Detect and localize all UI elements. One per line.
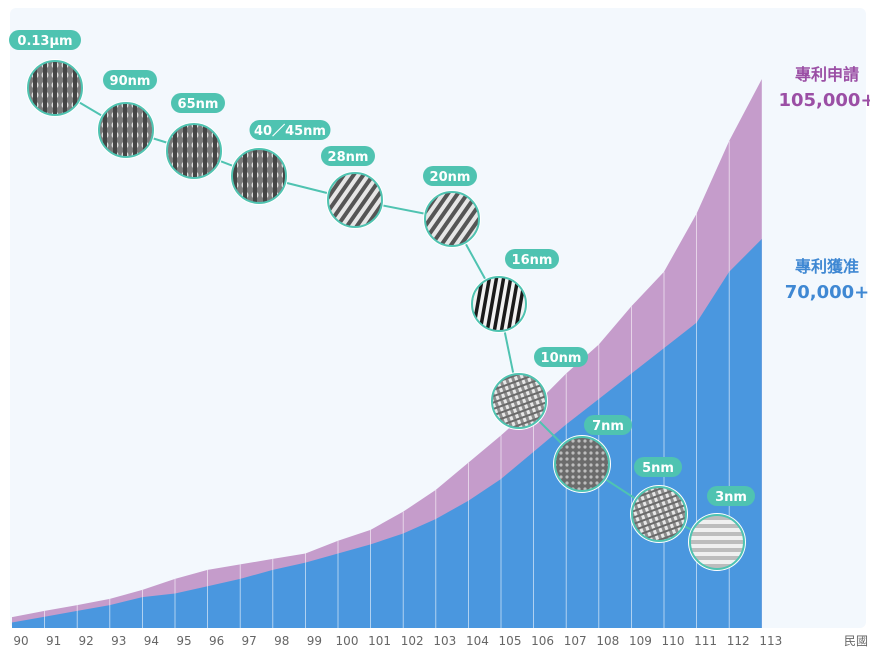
node-label-pill xyxy=(505,249,559,269)
sem-image xyxy=(491,373,547,429)
node-label: 7nm xyxy=(592,419,624,434)
sem-image xyxy=(631,486,687,542)
x-tick-label: 101 xyxy=(368,634,391,647)
node-label: 0.13μm xyxy=(17,34,72,49)
x-tick-label: 99 xyxy=(307,634,322,647)
x-tick-label: 104 xyxy=(466,634,489,647)
node-label-pill xyxy=(534,347,588,367)
node-label: 28nm xyxy=(328,150,369,165)
x-tick-label: 97 xyxy=(242,634,257,647)
process-node: 10nm xyxy=(490,347,588,430)
x-tick-label: 112 xyxy=(727,634,750,647)
node-label: 5nm xyxy=(642,461,674,476)
x-tick-label: 100 xyxy=(336,634,359,647)
node-label: 20nm xyxy=(430,170,471,185)
node-label-pill xyxy=(103,70,157,90)
x-tick-label: 110 xyxy=(662,634,685,647)
node-label-pill xyxy=(423,166,477,186)
sem-image xyxy=(554,436,610,492)
x-tick-label: 113 xyxy=(759,634,782,647)
x-tick-label: 102 xyxy=(401,634,424,647)
legend-series-name: 專利獲准 xyxy=(795,257,859,276)
sem-image xyxy=(424,191,480,247)
x-tick-label: 107 xyxy=(564,634,587,647)
sem-image xyxy=(327,172,383,228)
x-tick-label: 92 xyxy=(79,634,94,647)
x-tick-label: 111 xyxy=(694,634,717,647)
sem-image xyxy=(166,123,222,179)
x-tick-label: 103 xyxy=(433,634,456,647)
node-label: 65nm xyxy=(178,97,219,112)
legend-series-total: 105,000+ xyxy=(778,90,870,111)
process-node: 5nm xyxy=(630,457,688,543)
x-tick-label: 95 xyxy=(176,634,191,647)
node-label-pill xyxy=(321,146,375,166)
sem-image xyxy=(27,60,83,116)
node-label-pill xyxy=(634,457,682,477)
x-tick-label: 91 xyxy=(46,634,61,647)
node-label: 3nm xyxy=(715,490,747,505)
legend-series-name: 專利申請 xyxy=(795,65,859,84)
x-tick-label: 109 xyxy=(629,634,652,647)
x-tick-label: 96 xyxy=(209,634,224,647)
sem-image xyxy=(471,276,527,332)
sem-image xyxy=(689,514,745,570)
node-label-pill xyxy=(249,120,331,140)
process-node: 20nm xyxy=(423,166,481,248)
x-tick-label: 90 xyxy=(13,634,28,647)
x-tick-label: 94 xyxy=(144,634,159,647)
process-node: 90nm xyxy=(97,70,157,159)
node-label-pill xyxy=(171,93,225,113)
sem-image xyxy=(98,102,154,158)
node-label-pill xyxy=(584,415,632,435)
series-area-1 xyxy=(12,239,762,628)
process-node: 0.13μm xyxy=(9,30,84,117)
x-tick-label: 108 xyxy=(596,634,619,647)
process-node: 40／45nm xyxy=(230,120,331,205)
legend-series-total: 70,000+ xyxy=(785,282,870,303)
node-label: 10nm xyxy=(541,351,582,366)
node-label-pill xyxy=(707,486,755,506)
node-label: 40／45nm xyxy=(254,123,326,139)
node-label: 16nm xyxy=(512,253,553,268)
x-axis-unit: 民國 xyxy=(844,634,868,647)
x-tick-label: 106 xyxy=(531,634,554,647)
process-node: 16nm xyxy=(470,249,559,333)
node-label-pill xyxy=(9,30,81,50)
node-label: 90nm xyxy=(110,74,151,89)
process-node: 65nm xyxy=(165,93,225,180)
x-tick-label: 105 xyxy=(499,634,522,647)
x-tick-label: 93 xyxy=(111,634,126,647)
sem-image xyxy=(231,148,287,204)
x-tick-label: 98 xyxy=(274,634,289,647)
process-node: 28nm xyxy=(321,146,384,229)
process-node: 3nm xyxy=(688,486,755,571)
process-node: 7nm xyxy=(553,415,632,493)
